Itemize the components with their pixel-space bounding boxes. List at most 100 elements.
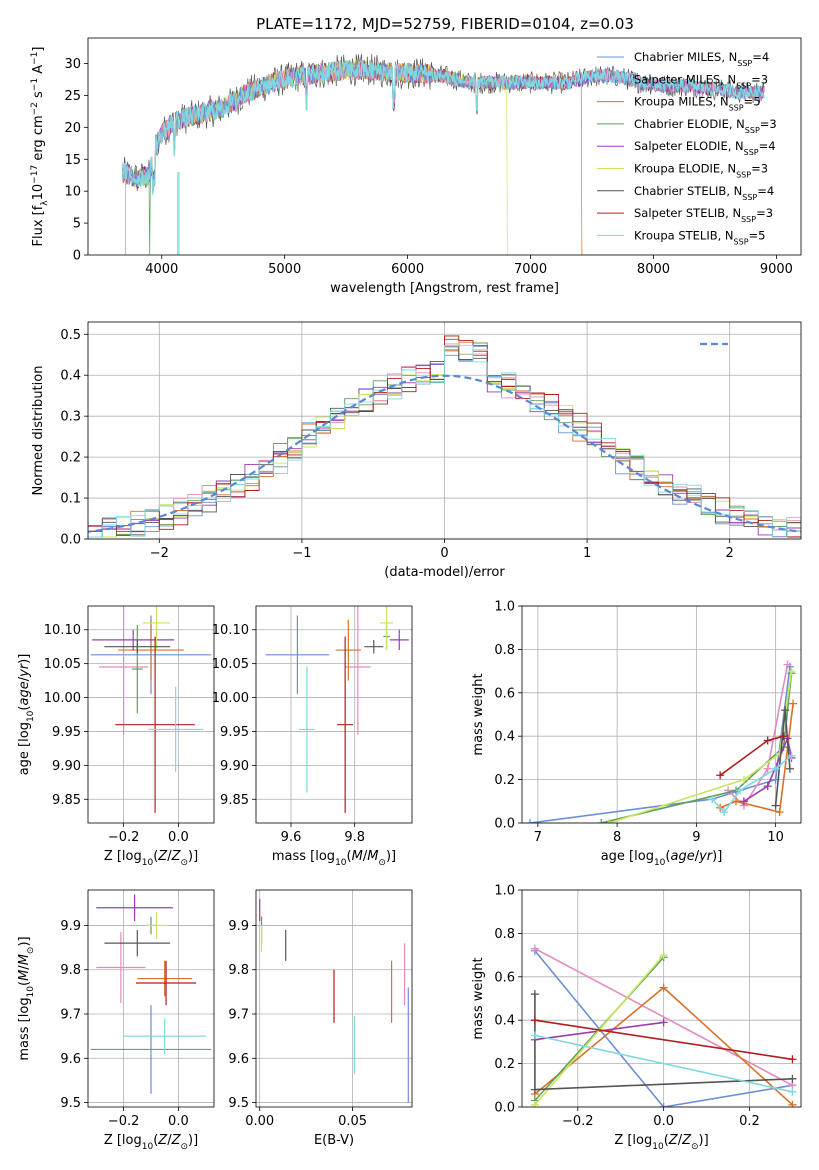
y-tick-label: 9.6 [60, 1052, 81, 1067]
data-point-marker [788, 1055, 797, 1064]
legend-entry: Chabrier STELIB, NSSP=4 [634, 184, 774, 202]
legend-entry-sep: , N [726, 184, 742, 198]
legend-entry-name: Kroupa ELODIE [634, 162, 720, 176]
y-tick-label: 9.90 [52, 759, 81, 774]
mass-vs-ebv-panel: 0.00 0.05 9.5 9.6 9.7 9.8 9.9 E(B-V) [228, 889, 413, 1148]
mass-weight-vs-z-plot-area [530, 944, 797, 1107]
series-line [529, 666, 791, 823]
data-point-marker [659, 951, 668, 960]
data-point-marker [735, 786, 744, 795]
y-tick-label: 9.9 [228, 919, 249, 934]
legend-entry-nssp: 3 [761, 162, 768, 176]
x-axis-label: age [log10(age/yr)] [601, 849, 723, 868]
x-tick-label: 9.6 [281, 830, 302, 845]
axes-frame [255, 605, 413, 824]
x-tick-label: 0.2 [739, 1114, 760, 1129]
y-tick-label: 9.7 [228, 1008, 249, 1023]
legend-entry-sep: , N [720, 72, 736, 86]
x-tick-label: 9000 [760, 262, 793, 277]
x-tick-label: 1 [583, 546, 591, 561]
data-point-marker [530, 1085, 539, 1094]
axes-frame [87, 605, 215, 824]
y-tick-label: 0.2 [494, 1057, 515, 1072]
data-point-marker [771, 764, 780, 773]
legend-entry-equals: = [756, 206, 766, 220]
legend-entry-equals: = [752, 50, 762, 64]
data-point-marker [788, 1087, 797, 1096]
x-tick-label: 9 [692, 830, 700, 845]
data-point-marker [788, 1074, 797, 1083]
data-point-marker [787, 751, 796, 760]
x-tick-label: 8 [613, 830, 621, 845]
legend-entry-nssp: 5 [753, 95, 760, 109]
legend-entry-subscript: SSP [734, 237, 749, 246]
x-tick-label: 5000 [268, 262, 301, 277]
y-axis-label: Normed distribution [31, 366, 46, 496]
legend-entry-name: Salpeter STELIB [634, 206, 725, 220]
x-tick-label: 7000 [514, 262, 547, 277]
histogram-step [88, 335, 801, 538]
y-tick-label: 0.6 [494, 686, 515, 701]
axes-frame [87, 889, 215, 1108]
data-point-marker [605, 819, 614, 823]
legend-entry-nssp: 4 [768, 139, 775, 153]
y-tick-label: 9.85 [52, 793, 81, 808]
y-tick-label: 0.0 [60, 533, 81, 548]
y-tick-label: 9.6 [228, 1052, 249, 1067]
legend-entry-nssp: 4 [762, 50, 769, 64]
y-tick-label: 10.00 [44, 691, 81, 706]
y-axis-label: mass weight [471, 957, 486, 1039]
axes-frame [255, 889, 413, 1108]
data-point-marker [763, 736, 772, 745]
legend-entry-sep: , N [728, 139, 744, 153]
legend-entry-subscript: SSP [736, 81, 751, 90]
data-point-marker [785, 764, 794, 773]
series-line [534, 1034, 793, 1093]
figure-title: PLATE=1172, MJD=52759, FIBERID=0104, z=0… [256, 15, 634, 33]
x-tick-label: −1 [292, 546, 311, 561]
legend-entry-name: Salpeter ELODIE [634, 139, 728, 153]
x-axis-label: mass [log10(M/M⊙)] [272, 849, 396, 868]
y-tick-label: 0.4 [494, 1014, 515, 1029]
x-tick-label: 7 [534, 830, 542, 845]
x-tick-label: −0.2 [108, 830, 140, 845]
panels: 4000 5000 6000 7000 8000 9000051015202530wave… [17, 37, 802, 1152]
y-axis-label: Flux [fλ10−17 erg cm−2 s−1 A−1] [30, 47, 50, 247]
spectrum-plot-area [121, 53, 765, 255]
y-tick-label: 0 [73, 249, 81, 264]
legend-entry-subscript: SSP [736, 170, 751, 179]
legend-entry-sep: , N [713, 95, 729, 109]
y-tick-label: 9.8 [60, 963, 81, 978]
axes-frame [87, 37, 802, 256]
y-axis-label: mass weight [471, 673, 486, 755]
data-point-marker [781, 706, 790, 715]
y-tick-label: 9.5 [228, 1096, 249, 1111]
legend-entry-equals: = [757, 184, 767, 198]
data-point-marker [775, 808, 784, 817]
data-point-marker [787, 667, 796, 676]
x-axis-label: Z [log10(Z/Z⊙)] [614, 1133, 708, 1152]
age-vs-mass-panel: 9.6 9.8 9.85 9.90 9.95 10.00 10.05 10.10 mass [l… [212, 605, 413, 868]
data-point-marker [530, 944, 539, 953]
data-point-marker [788, 1100, 797, 1107]
y-tick-label: 10 [64, 185, 81, 200]
x-tick-label: 8000 [637, 262, 670, 277]
mass-vs-ebv-plot-area [259, 898, 409, 1103]
legend-entry-name: Chabrier MILES [634, 50, 721, 64]
y-tick-label: 9.5 [60, 1096, 81, 1111]
y-tick-label: 9.95 [52, 725, 81, 740]
legend-entry-sep: , N [725, 206, 741, 220]
y-tick-label: 0.0 [494, 817, 515, 832]
legend-entry: Chabrier ELODIE, NSSP=3 [634, 117, 777, 134]
residual-histogram-panel: −2 −1 0 1 2 0.0 0.1 0.2 0.3 0.4 0.5 (data-model)/er… [31, 321, 802, 580]
y-tick-label: 0.4 [60, 369, 81, 384]
data-point-marker [775, 749, 784, 758]
legend-entry-name: Chabrier STELIB [634, 184, 726, 198]
y-tick-label: 15 [64, 153, 81, 168]
data-point-marker [779, 732, 788, 741]
spectrum-line [121, 60, 765, 195]
data-point-marker [763, 782, 772, 791]
data-point-marker [739, 797, 748, 806]
x-axis-label: (data-model)/error [384, 565, 505, 580]
legend-entry-equals: = [751, 72, 761, 86]
